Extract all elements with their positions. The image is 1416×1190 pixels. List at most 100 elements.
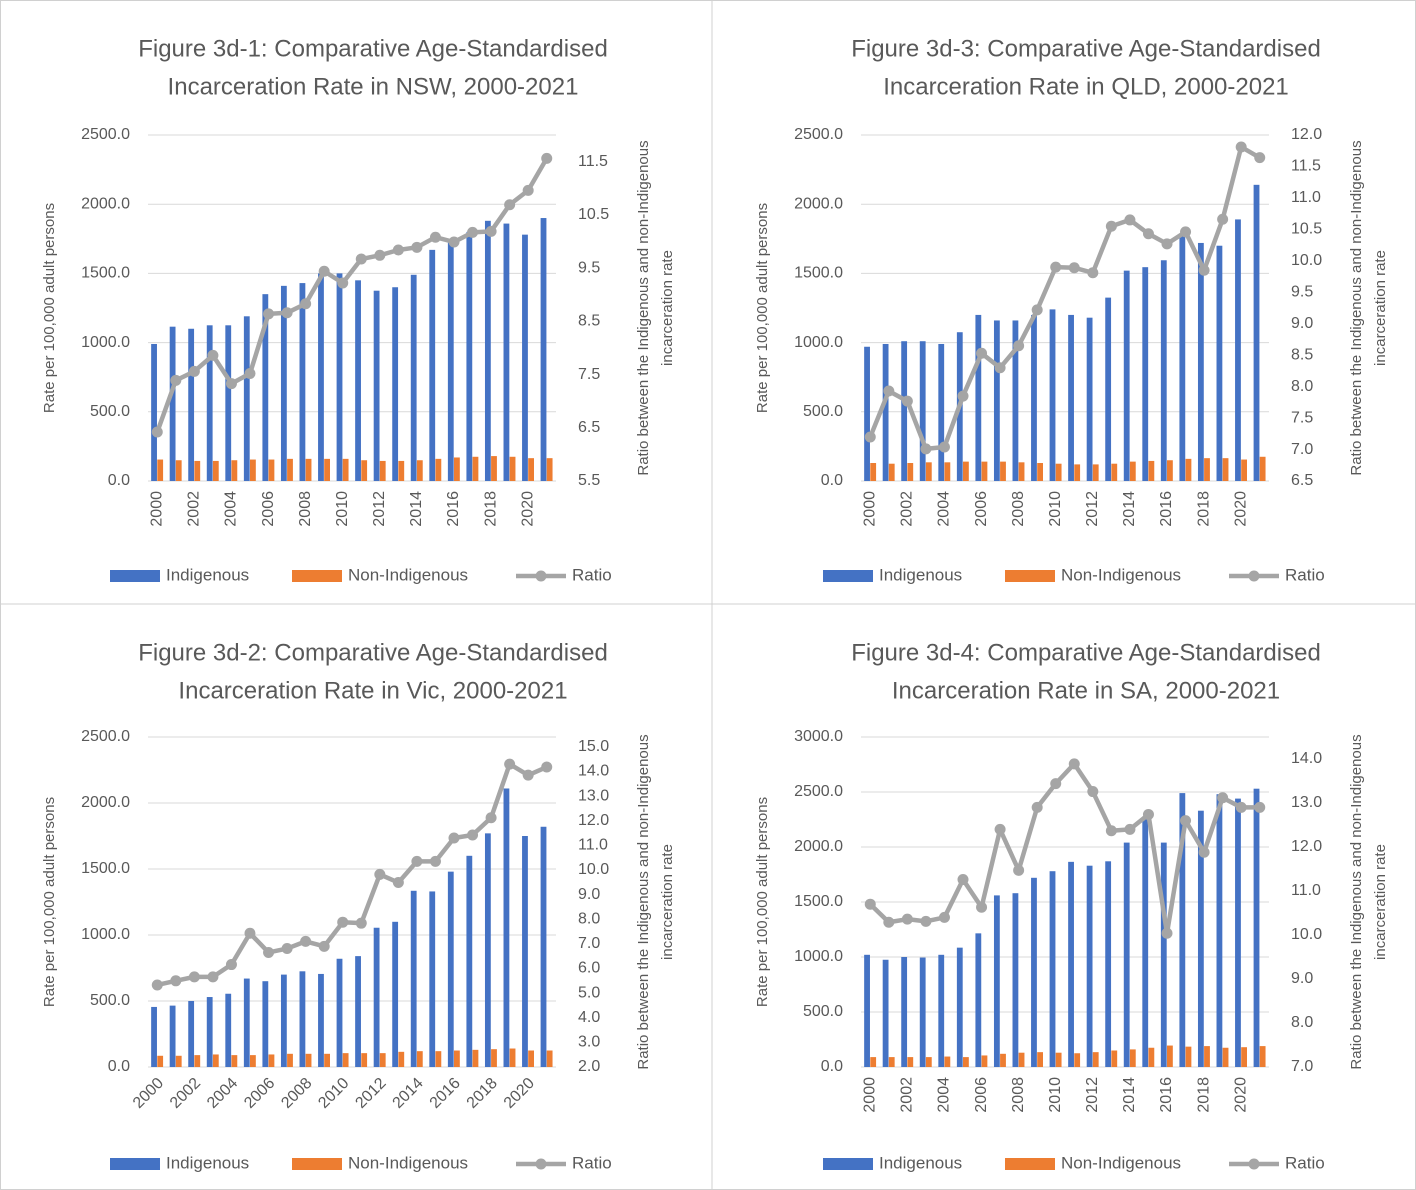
bar [466,231,473,481]
y2-axis-label: Ratio between the Indigenous and non-Ind… [1348,734,1365,1069]
x-tick-label: 2006 [260,491,277,527]
x-tick-label: 2012 [1084,491,1101,527]
bar [944,462,951,481]
y2-tick-label: 7.0 [1291,441,1313,458]
y2-tick-label: 8.0 [578,910,600,927]
ratio-marker [957,874,969,886]
bar [981,461,988,481]
ratio-marker [300,298,312,310]
ratio-marker [1031,801,1043,813]
y-tick-label: 2500.0 [794,783,843,800]
bar [509,1048,516,1067]
x-tick-label: 2020 [519,491,536,527]
bar [491,1049,497,1067]
bar [956,947,963,1067]
bar [231,460,238,481]
legend-swatch [823,570,873,582]
bar [194,1055,201,1067]
bar [864,346,870,481]
y2-tick-label: 7.5 [578,366,600,383]
bar [1012,893,1019,1067]
ratio-line [156,761,548,988]
x-tick-label: 2014 [1121,491,1138,527]
bar [410,890,417,1067]
ratio-marker [318,940,330,952]
bar [1092,1052,1099,1067]
bar [1160,260,1167,481]
ratio-marker [429,231,441,243]
y2-tick-label: 15.0 [578,738,609,755]
legend-label: Ratio [572,1153,612,1172]
x-tick-label: 2018 [1195,491,1212,527]
y2-tick-label: 9.0 [1291,970,1313,987]
legend-label: Ratio [572,565,612,584]
bar [342,1053,349,1067]
ratio-marker [994,823,1006,835]
y2-axis-label: incarceration rate [1372,250,1389,366]
ratio-marker [976,901,988,913]
ratio-marker [225,959,237,971]
x-tick-label: 2012 [1084,1077,1101,1113]
y-axis-label: Rate per 100,000 adult persons [754,797,771,1007]
ratio-marker [355,917,367,929]
bar [938,343,945,481]
bar [305,1053,312,1067]
ratio-marker [1068,758,1080,770]
ratio-marker [1013,864,1025,876]
y-tick-label: 500.0 [90,992,130,1009]
bar [299,283,306,481]
bar [336,273,343,481]
x-tick-label: 2014 [408,491,425,527]
bar [1167,460,1173,481]
bar [1222,458,1229,481]
x-tick-label: 2008 [1010,1077,1027,1113]
legend-label: Non-Indigenous [348,565,468,584]
bar [151,343,157,481]
bar [975,933,982,1067]
bar [447,238,454,481]
ratio-marker [1161,927,1173,939]
bar [262,294,269,481]
y2-tick-label: 13.0 [1291,794,1322,811]
ratio-marker [1142,228,1154,240]
y-tick-label: 500.0 [803,403,843,420]
bar [361,460,368,481]
y-tick-label: 1500.0 [81,265,130,282]
bar [1148,460,1155,481]
ratio-marker [355,253,367,265]
bar [250,459,256,481]
chart-title: Incarceration Rate in QLD, 2000-2021 [883,73,1289,100]
bar [262,981,269,1067]
ratio-marker [1013,340,1025,352]
ratio-marker [170,975,182,987]
ratio-marker [1105,825,1117,837]
bar [361,1053,368,1067]
y-tick-label: 2500.0 [81,728,130,745]
ratio-marker [541,152,553,164]
y2-tick-label: 14.0 [578,763,609,780]
bar [268,459,275,481]
bar [888,1057,895,1067]
y2-axis-label: Ratio between the Indigenous and non-Ind… [635,734,652,1069]
bar [1241,459,1247,481]
y2-tick-label: 8.5 [1291,346,1313,363]
y-tick-label: 500.0 [803,1003,843,1020]
bar [1148,1047,1155,1067]
bar [243,978,250,1067]
ratio-marker [300,935,312,947]
x-tick-label: 2006 [973,491,990,527]
ratio-marker [883,916,895,928]
x-tick-label: 2000 [148,491,165,527]
bar [454,457,460,481]
bar [864,954,870,1067]
ratio-marker [504,199,516,211]
bar [981,1055,988,1067]
bar [528,458,534,481]
y2-tick-label: 10.0 [1291,926,1322,943]
bar [1259,1046,1266,1067]
bar [324,1053,330,1067]
bar [1086,865,1093,1067]
bar [206,997,213,1067]
bar [1142,267,1149,481]
bar [410,274,417,481]
